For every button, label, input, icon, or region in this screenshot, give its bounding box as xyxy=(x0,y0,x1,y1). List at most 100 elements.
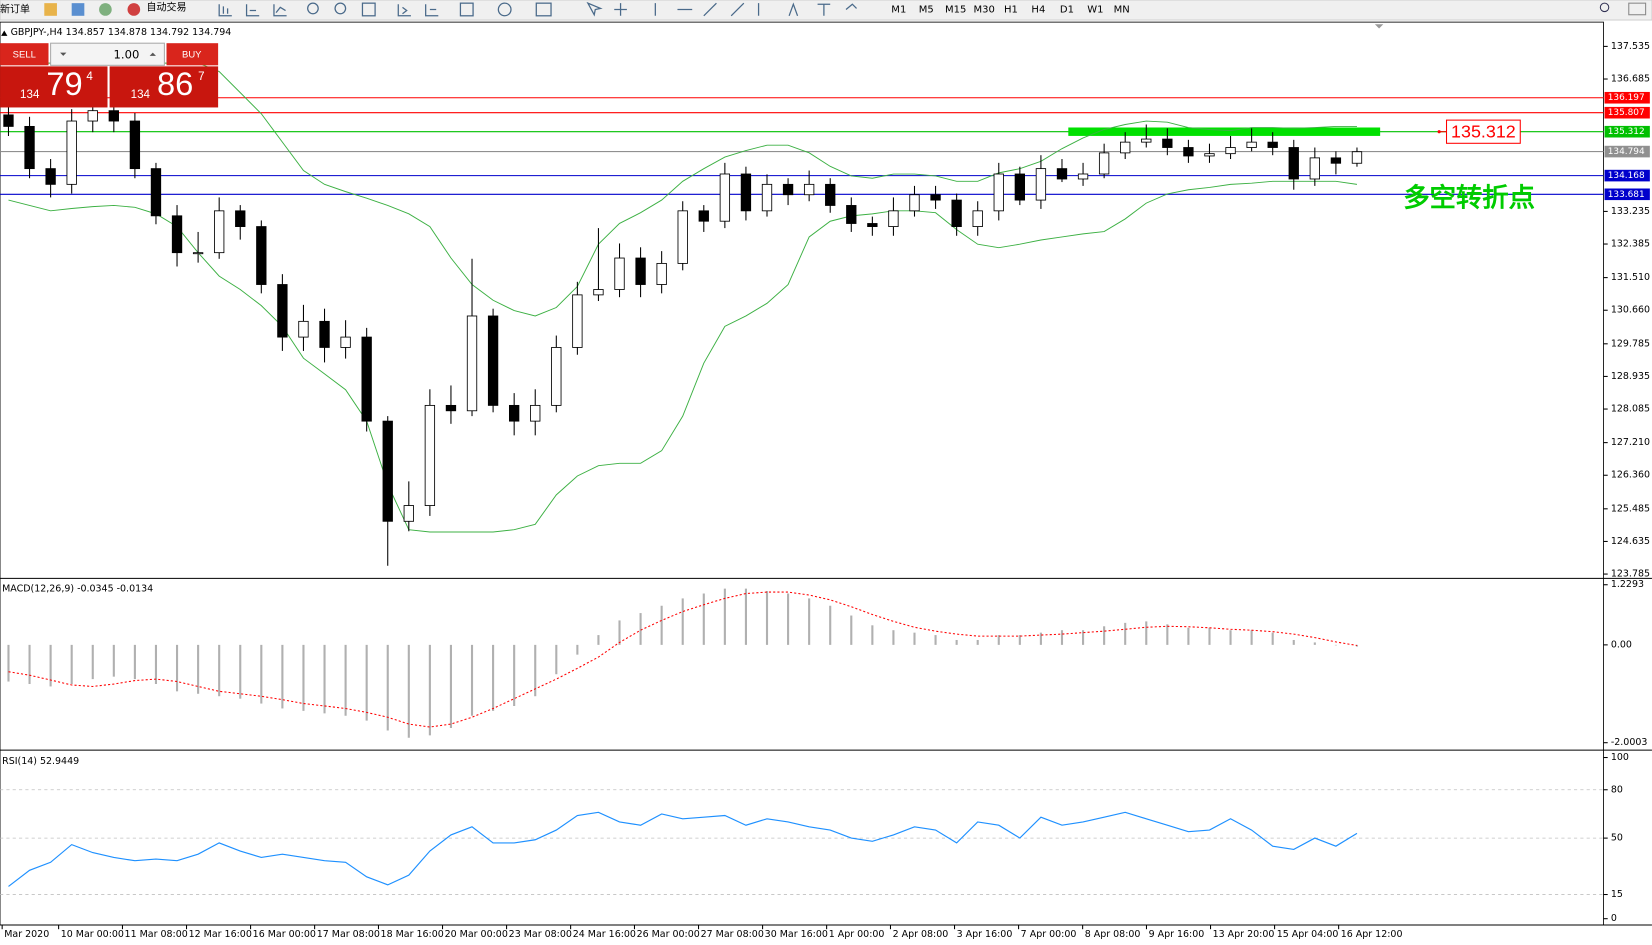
candle-body xyxy=(1077,173,1089,180)
sell-point: 4 xyxy=(86,71,93,83)
spin-down[interactable] xyxy=(60,52,67,56)
x-tick-label: Mar 2020 xyxy=(4,929,49,940)
icon[interactable] xyxy=(788,2,857,17)
callout-dot xyxy=(1437,130,1441,134)
icon[interactable] xyxy=(459,2,474,17)
candle-body xyxy=(1309,157,1320,180)
candle-body xyxy=(1035,168,1047,201)
candle-body xyxy=(466,315,478,412)
auto-trade-icon[interactable] xyxy=(127,3,141,16)
timeframe-button[interactable]: H1 xyxy=(1004,4,1018,15)
callout-box xyxy=(1445,119,1521,144)
candle-body xyxy=(508,404,520,422)
spin-up[interactable] xyxy=(149,52,156,56)
macd-signal xyxy=(8,591,1358,728)
pane-title: GBPJPY-,H4 134.857 134.878 134.792 134.7… xyxy=(11,27,232,38)
candle-body xyxy=(1351,151,1363,164)
lots-input[interactable] xyxy=(50,42,165,66)
icon[interactable] xyxy=(44,3,57,16)
x-tick-label: 20 Mar 00:00 xyxy=(445,929,508,940)
search-icon[interactable] xyxy=(1599,2,1610,13)
candle-body xyxy=(551,347,562,406)
candle-body xyxy=(614,257,625,290)
buy-price-box[interactable] xyxy=(109,66,219,108)
icon[interactable] xyxy=(218,4,232,17)
x-tick-label: 10 Mar 00:00 xyxy=(61,929,124,940)
sell-label: SELL xyxy=(13,49,36,60)
candle-body xyxy=(171,215,183,254)
candle-body xyxy=(1225,147,1236,155)
icon[interactable] xyxy=(334,2,347,15)
chat-icon[interactable] xyxy=(1628,2,1647,16)
buy-label: BUY xyxy=(182,49,202,60)
candle-body xyxy=(993,173,1004,212)
sell-button[interactable] xyxy=(0,43,49,66)
icon[interactable] xyxy=(71,3,85,16)
candle-body xyxy=(3,114,14,127)
timeframe-button[interactable]: M30 xyxy=(973,4,994,15)
candle-body xyxy=(972,210,983,227)
timeframe-button[interactable]: W1 xyxy=(1087,4,1103,15)
icon[interactable] xyxy=(361,2,376,17)
timeframe-button[interactable]: MN xyxy=(1114,4,1130,15)
x-tick-label: 24 Mar 16:00 xyxy=(573,929,636,940)
icon[interactable] xyxy=(425,4,439,17)
candle-body xyxy=(45,168,56,185)
candle-body xyxy=(66,120,77,185)
candle-body xyxy=(530,404,541,422)
x-tick-label: 30 Mar 16:00 xyxy=(765,929,828,940)
timeframe-button[interactable]: M15 xyxy=(945,4,966,15)
x-tick-label: 2 Apr 08:00 xyxy=(893,929,949,940)
buy-figure: 134 xyxy=(131,89,151,101)
x-tick-label: 3 Apr 16:00 xyxy=(957,929,1013,940)
timeframe-button[interactable]: M5 xyxy=(919,4,934,15)
candle-body xyxy=(424,404,436,506)
candle-body xyxy=(1204,153,1215,157)
candle-body xyxy=(825,183,836,206)
pane: MACD(12,26,9) -0.0345 -0.0134 1.2293 0.00 -… xyxy=(2,579,1647,748)
x-tick-label: 7 Apr 00:00 xyxy=(1021,929,1077,940)
candle-body xyxy=(1162,138,1173,148)
sell-figure: 134 xyxy=(20,89,40,101)
candle-body xyxy=(677,210,688,264)
timeframe-button[interactable]: M1 xyxy=(891,4,906,15)
x-tick-label: 15 Apr 04:00 xyxy=(1277,929,1339,940)
x-tick-label: 27 Mar 08:00 xyxy=(701,929,764,940)
candle-body xyxy=(403,505,414,522)
bollinger-band xyxy=(8,62,1357,317)
timeframe-button[interactable]: D1 xyxy=(1060,4,1074,15)
icon[interactable] xyxy=(307,2,319,15)
pane-title: RSI(14) 52.9449 xyxy=(2,756,79,767)
candle-body xyxy=(635,257,646,285)
icon[interactable] xyxy=(99,3,112,16)
x-tick-label: 12 Mar 16:00 xyxy=(189,929,252,940)
icon[interactable] xyxy=(497,2,512,17)
y-tick-label: 1.2293 xyxy=(1611,579,1644,590)
timeframe-button[interactable]: H4 xyxy=(1031,4,1045,15)
candle-body xyxy=(108,110,119,122)
auto-trade-button[interactable]: 自动交易 xyxy=(146,0,186,13)
y-tick-label: 128.935 xyxy=(1611,371,1650,382)
candle-body xyxy=(656,262,667,285)
y-tick-label: 137.535 xyxy=(1611,41,1650,52)
rsi-line xyxy=(8,811,1358,887)
candle-body xyxy=(698,210,709,222)
candle-body xyxy=(909,194,920,212)
tool-icons[interactable] xyxy=(218,1,857,17)
icon[interactable] xyxy=(614,2,760,17)
y-tick-label: -2.0003 xyxy=(1611,737,1648,748)
level-price-box xyxy=(1604,106,1650,119)
y-tick-label: 130.660 xyxy=(1611,305,1650,316)
icon[interactable] xyxy=(245,4,260,17)
sell-price-box[interactable] xyxy=(0,66,108,108)
x-tick-label: 26 Mar 00:00 xyxy=(637,929,700,940)
icon[interactable] xyxy=(535,2,552,17)
icon[interactable] xyxy=(397,4,411,17)
candle-body xyxy=(487,315,499,406)
new-order-button[interactable]: 新订单 xyxy=(0,2,30,15)
icon[interactable] xyxy=(586,1,603,17)
icon[interactable] xyxy=(273,4,287,17)
x-tick-label: 13 Apr 20:00 xyxy=(1213,929,1275,940)
buy-button[interactable] xyxy=(166,43,219,66)
y-tick-label: 126.360 xyxy=(1611,470,1650,481)
